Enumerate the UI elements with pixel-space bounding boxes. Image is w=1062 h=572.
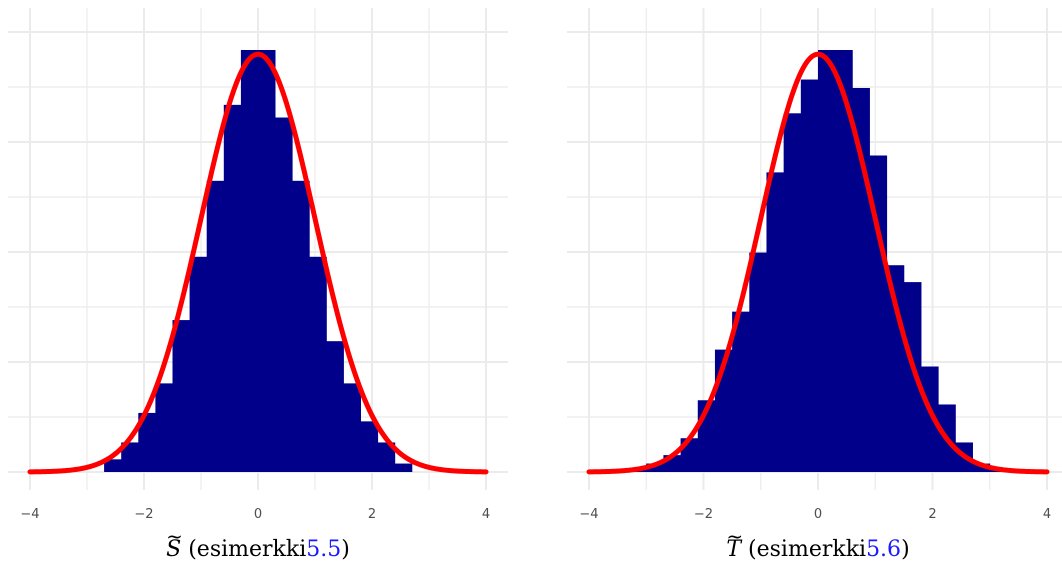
histogram-bar bbox=[326, 341, 344, 472]
histogram-bar bbox=[852, 87, 870, 472]
caption-t-tilde: ~ T (esimerkki5.6) bbox=[589, 524, 1047, 570]
histogram-bar bbox=[360, 421, 379, 472]
normal-density-curve bbox=[27, 51, 489, 475]
x-tick-label: 0 bbox=[254, 507, 262, 522]
histogram-bar bbox=[646, 463, 664, 472]
histogram-bar bbox=[292, 180, 310, 472]
histogram-bar bbox=[835, 50, 853, 472]
x-tick-label: 4 bbox=[482, 507, 490, 522]
histogram-bar bbox=[121, 442, 139, 472]
histogram-bar bbox=[258, 50, 276, 472]
histogram-bar bbox=[155, 383, 173, 472]
histogram-bar bbox=[223, 104, 242, 473]
histogram-bar bbox=[732, 311, 750, 472]
histogram-panel-t-tilde: −4 −2 0 2 4 bbox=[567, 8, 1062, 522]
x-tick-label: 0 bbox=[814, 507, 822, 522]
histogram-bar bbox=[903, 282, 922, 472]
histogram-bar bbox=[869, 155, 888, 472]
histogram-bar bbox=[240, 50, 259, 472]
caption-symbol: ~ T bbox=[726, 524, 743, 570]
histogram-bar bbox=[921, 366, 939, 472]
histogram-bar bbox=[172, 320, 190, 472]
caption-close: ) bbox=[901, 537, 910, 562]
normal-density-curve bbox=[586, 51, 1050, 475]
x-tick-label: −2 bbox=[134, 507, 153, 522]
histogram-bar bbox=[275, 117, 293, 473]
x-tick-label: −4 bbox=[579, 507, 598, 522]
histogram-bar bbox=[104, 459, 122, 472]
caption-text: (esimerkki bbox=[188, 537, 307, 562]
example-reference-link[interactable]: 5.6 bbox=[866, 537, 902, 562]
histogram-bar bbox=[766, 172, 785, 472]
caption-text: (esimerkki bbox=[748, 537, 867, 562]
histogram-bar bbox=[818, 50, 836, 472]
histogram-bar bbox=[749, 252, 767, 472]
histogram-bar bbox=[309, 256, 327, 472]
histogram-bar bbox=[189, 256, 208, 472]
x-tick-label: −2 bbox=[694, 507, 713, 522]
histogram-bar bbox=[343, 383, 361, 472]
example-reference-link[interactable]: 5.5 bbox=[306, 537, 342, 562]
caption-s-tilde: ~ S (esimerkki5.5) bbox=[30, 524, 486, 570]
x-tick-label: 2 bbox=[368, 507, 376, 522]
histogram-panel-s-tilde: −4 −2 0 2 4 bbox=[8, 8, 508, 522]
histogram-bar bbox=[972, 463, 991, 472]
histogram-bar bbox=[783, 113, 802, 473]
histogram-bar bbox=[206, 180, 225, 472]
x-tick-label: 2 bbox=[928, 507, 936, 522]
tilde-accent: ~ bbox=[166, 524, 183, 548]
x-tick-label: −4 bbox=[20, 507, 39, 522]
histogram-bar bbox=[800, 79, 819, 472]
histogram-bar bbox=[377, 442, 396, 472]
histogram-bar bbox=[394, 463, 413, 472]
histogram-bar bbox=[138, 412, 156, 472]
caption-close: ) bbox=[341, 537, 350, 562]
caption-symbol: ~ S bbox=[166, 524, 183, 570]
x-tick-label: 4 bbox=[1043, 507, 1051, 522]
tilde-accent: ~ bbox=[726, 524, 744, 548]
